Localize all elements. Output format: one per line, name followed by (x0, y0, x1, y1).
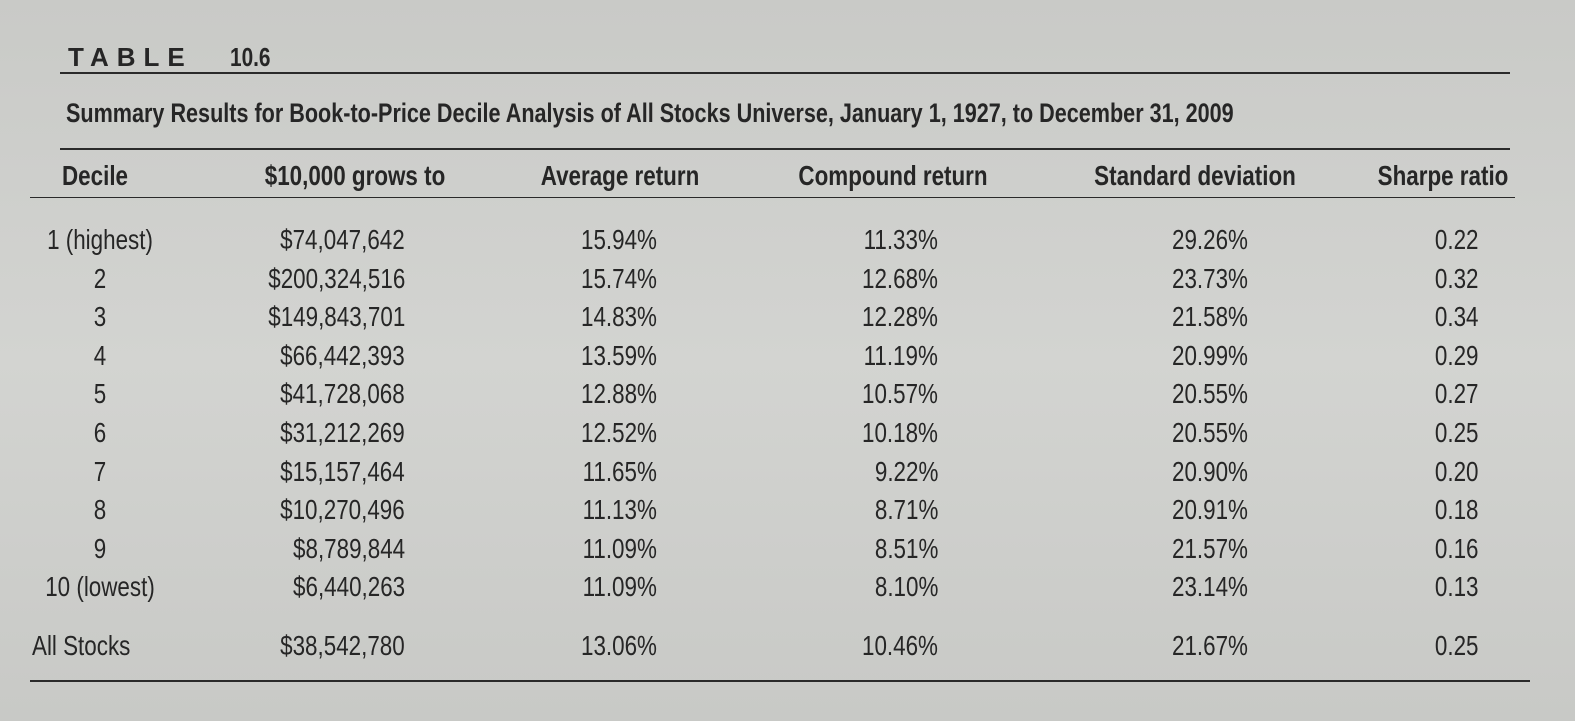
cell: 0.22 (1434, 224, 1478, 255)
cell: 0.13 (1434, 571, 1478, 603)
cell: 15.94% (581, 224, 657, 255)
cell: 20.55% (1172, 417, 1248, 448)
cell: 0.25 (1434, 417, 1478, 448)
cell: 15.74% (581, 262, 657, 294)
decile-label: 5 (93, 378, 107, 410)
cell: 11.65% (582, 455, 657, 487)
table-title: Summary Results for Book-to-Price Decile… (66, 98, 1234, 128)
header-rule (30, 197, 1515, 198)
cell: 23.14% (1172, 571, 1248, 603)
total-cell: 10.46% (862, 630, 938, 661)
cell: 11.09% (582, 532, 657, 564)
decile-label: 10 (lowest) (45, 571, 155, 603)
column-header: Sharpe ratio (1377, 160, 1509, 191)
cell: $41,728,068 (280, 378, 405, 410)
cell: $149,843,701 (267, 301, 405, 333)
decile-label: 3 (93, 301, 107, 333)
cell: 12.68% (862, 262, 938, 294)
total-cell: 13.06% (581, 630, 657, 661)
cell: 0.20 (1434, 455, 1478, 487)
cell: 11.09% (582, 571, 657, 603)
cell: 0.18 (1434, 494, 1478, 526)
cell: 12.88% (581, 378, 657, 410)
cell: 0.16 (1434, 532, 1478, 564)
cell: 8.51% (874, 532, 938, 564)
decile-label: 7 (93, 455, 107, 487)
cell: 20.91% (1172, 494, 1248, 526)
column-header: $10,000 grows to (264, 160, 446, 191)
decile-label: 4 (93, 339, 107, 371)
decile-label: 6 (93, 417, 107, 448)
cell: $6,440,263 (292, 571, 405, 603)
cell: 12.52% (581, 417, 657, 448)
cell: 13.59% (581, 339, 657, 371)
cell: $8,789,844 (292, 532, 405, 564)
cell: $10,270,496 (280, 494, 405, 526)
table-number: 10.6 (230, 42, 271, 72)
cell: $74,047,642 (280, 224, 405, 255)
decile-label: 9 (93, 532, 107, 564)
cell: 10.57% (862, 378, 938, 410)
cell: 23.73% (1172, 262, 1248, 294)
cell: 11.19% (863, 339, 938, 371)
cell: 8.71% (874, 494, 938, 526)
cell: 14.83% (581, 301, 657, 333)
cell: 0.32 (1434, 262, 1478, 294)
cell: 8.10% (874, 571, 938, 603)
column-header: Compound return (798, 160, 988, 191)
top-rule (60, 72, 1510, 74)
cell: 21.57% (1172, 532, 1248, 564)
cell: 12.28% (862, 301, 938, 333)
cell: $200,324,516 (267, 262, 405, 294)
cell: $31,212,269 (280, 417, 405, 448)
column-header: Standard deviation (1094, 160, 1296, 191)
cell: 0.27 (1434, 378, 1478, 410)
cell: 11.33% (863, 224, 938, 255)
decile-label: 8 (93, 494, 107, 526)
total-cell: 21.67% (1172, 630, 1248, 661)
cell: 10.18% (862, 417, 938, 448)
cell: 20.99% (1172, 339, 1248, 371)
cell: 29.26% (1172, 224, 1248, 255)
table-label: TABLE (68, 42, 193, 72)
total-cell: $38,542,780 (280, 630, 405, 661)
cell: 20.55% (1172, 378, 1248, 410)
total-cell: 0.25 (1434, 630, 1478, 661)
cell: $15,157,464 (280, 455, 405, 487)
cell: 21.58% (1172, 301, 1248, 333)
column-header: Average return (540, 160, 700, 191)
cell: 20.90% (1172, 455, 1248, 487)
total-label: All Stocks (32, 630, 131, 661)
column-header: Decile (62, 160, 128, 191)
cell: 11.13% (582, 494, 657, 526)
cell: $66,442,393 (280, 339, 405, 371)
decile-label: 1 (highest) (47, 224, 153, 255)
cell: 0.29 (1434, 339, 1478, 371)
bottom-rule (30, 680, 1530, 682)
cell: 0.34 (1434, 301, 1478, 333)
cell: 9.22% (874, 455, 938, 487)
decile-label: 2 (93, 262, 107, 294)
title-rule (60, 148, 1510, 150)
